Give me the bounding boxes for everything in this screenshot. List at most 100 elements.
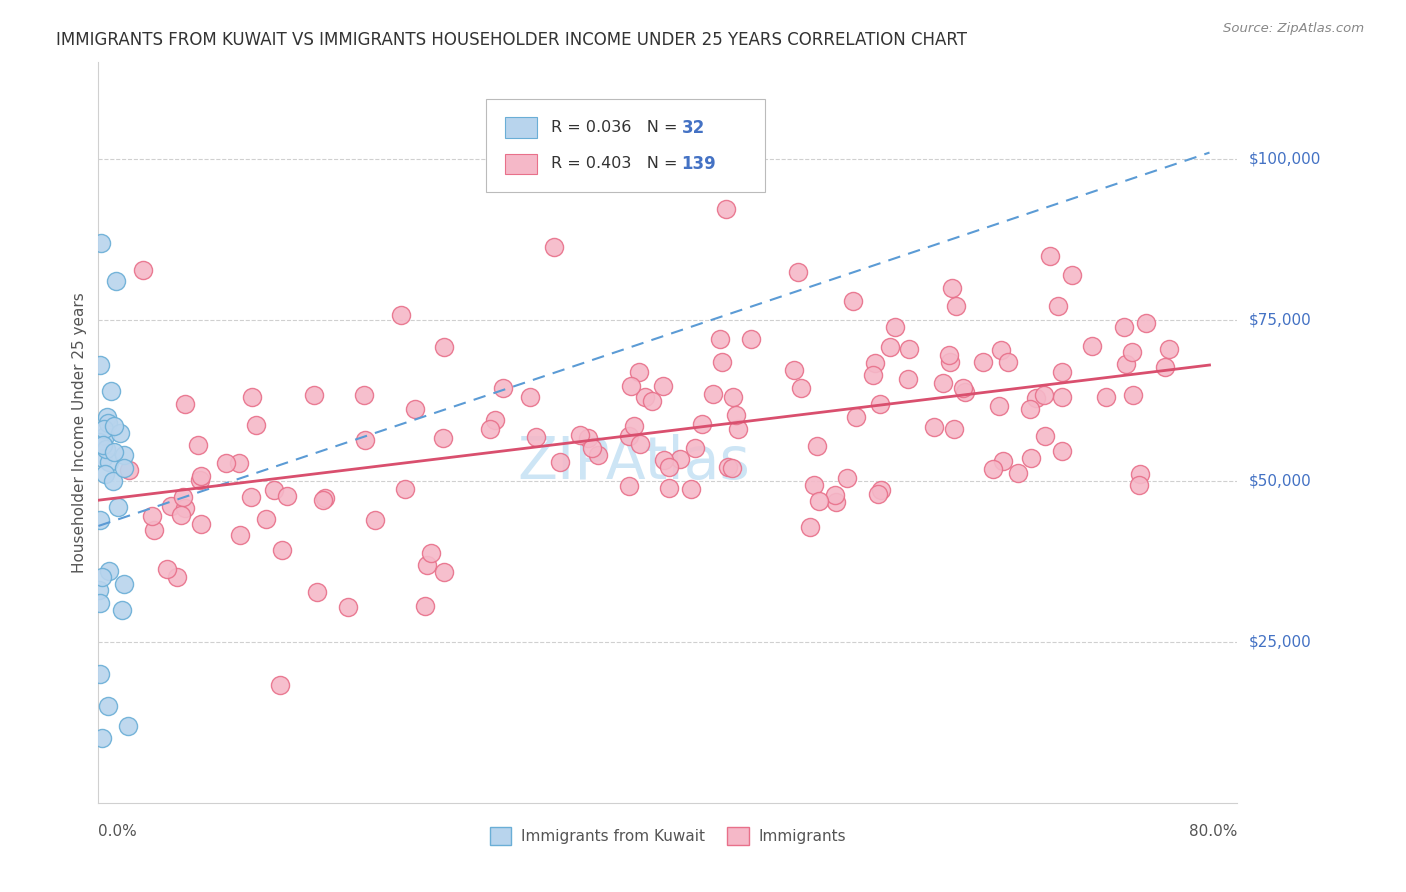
Text: R = 0.036   N =: R = 0.036 N =	[551, 120, 682, 135]
Point	[679, 482, 702, 496]
Point	[717, 460, 740, 475]
Point	[112, 448, 135, 462]
Point	[156, 562, 179, 576]
Point	[619, 429, 641, 443]
Text: IMMIGRANTS FROM KUWAIT VS IMMIGRANTS HOUSEHOLDER INCOME UNDER 25 YEARS CORRELATI: IMMIGRANTS FROM KUWAIT VS IMMIGRANTS HOU…	[56, 31, 967, 49]
Text: 80.0%: 80.0%	[1189, 824, 1237, 839]
Point	[96, 442, 118, 456]
Point	[652, 453, 675, 467]
Point	[896, 371, 918, 385]
Legend: Immigrants from Kuwait, Immigrants: Immigrants from Kuwait, Immigrants	[484, 821, 852, 851]
Point	[524, 429, 547, 443]
Point	[702, 386, 724, 401]
Point	[87, 583, 110, 598]
Point	[617, 478, 640, 492]
Point	[932, 376, 955, 390]
Point	[353, 387, 375, 401]
Point	[628, 365, 651, 379]
Point	[107, 500, 129, 514]
Point	[1039, 249, 1062, 263]
Point	[623, 418, 645, 433]
Point	[799, 520, 821, 534]
Point	[862, 368, 884, 383]
Text: $75,000: $75,000	[1249, 312, 1312, 327]
Point	[1128, 477, 1150, 491]
Point	[276, 489, 298, 503]
Point	[941, 280, 963, 294]
Point	[90, 731, 112, 746]
Point	[314, 491, 336, 505]
Point	[981, 462, 1004, 476]
Point	[100, 384, 122, 398]
Point	[112, 461, 135, 475]
Point	[433, 340, 456, 354]
Point	[174, 500, 197, 515]
Point	[842, 293, 865, 308]
Point	[953, 384, 976, 399]
Point	[724, 408, 747, 422]
Point	[96, 409, 118, 424]
Point	[93, 422, 115, 436]
Point	[433, 565, 456, 579]
Point	[1050, 366, 1073, 380]
Point	[740, 332, 762, 346]
Point	[824, 488, 846, 502]
Point	[1154, 359, 1177, 374]
Text: $100,000: $100,000	[1249, 152, 1320, 167]
Point	[1135, 316, 1157, 330]
Point	[837, 471, 859, 485]
Point	[945, 299, 967, 313]
Point	[806, 440, 828, 454]
Point	[866, 487, 889, 501]
Point	[1046, 299, 1069, 313]
Point	[132, 263, 155, 277]
Point	[845, 410, 868, 425]
Point	[174, 397, 197, 411]
Point	[938, 355, 960, 369]
Point	[416, 558, 439, 573]
Point	[1019, 401, 1042, 416]
Point	[143, 523, 166, 537]
Point	[938, 348, 960, 362]
Point	[586, 448, 609, 462]
Point	[103, 419, 125, 434]
Point	[254, 512, 277, 526]
Point	[215, 456, 238, 470]
Point	[89, 667, 111, 681]
Point	[94, 467, 117, 482]
Point	[89, 358, 111, 372]
Point	[432, 431, 454, 445]
Point	[581, 441, 603, 455]
Point	[97, 699, 120, 714]
Point	[419, 545, 441, 559]
Point	[240, 390, 263, 404]
Point	[727, 422, 749, 436]
Text: Source: ZipAtlas.com: Source: ZipAtlas.com	[1223, 22, 1364, 36]
Point	[111, 602, 134, 616]
Point	[117, 718, 139, 732]
Point	[112, 577, 135, 591]
Text: 0.0%: 0.0%	[98, 824, 138, 839]
Point	[869, 397, 891, 411]
Point	[790, 381, 813, 395]
Point	[229, 527, 252, 541]
Point	[141, 508, 163, 523]
Point	[105, 274, 128, 288]
Text: $50,000: $50,000	[1249, 474, 1312, 489]
Point	[90, 235, 112, 250]
Point	[720, 461, 742, 475]
Point	[1007, 466, 1029, 480]
Point	[190, 468, 212, 483]
Point	[98, 454, 121, 468]
Text: 139: 139	[682, 155, 716, 173]
FancyBboxPatch shape	[505, 153, 537, 174]
Text: $25,000: $25,000	[1249, 634, 1312, 649]
Point	[991, 454, 1014, 468]
Point	[354, 433, 377, 447]
Point	[1081, 339, 1104, 353]
Point	[312, 492, 335, 507]
Point	[190, 517, 212, 532]
Point	[668, 452, 690, 467]
Point	[786, 265, 808, 279]
Point	[576, 431, 599, 445]
